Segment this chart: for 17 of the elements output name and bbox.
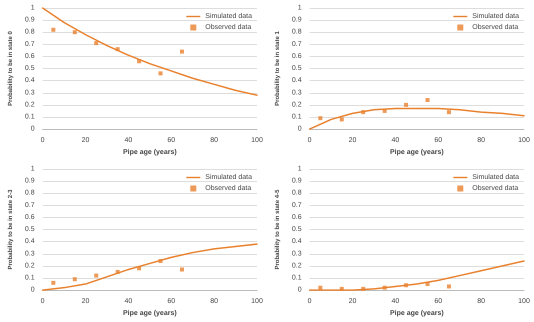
point [72,30,77,34]
point [446,110,451,114]
line-series [308,260,525,291]
point [51,280,56,285]
point [158,71,163,76]
point [94,274,98,278]
line-series [42,7,258,96]
point [72,277,77,282]
point [426,98,430,102]
point [94,41,98,46]
point [180,268,184,272]
point [404,102,408,107]
line-series [42,243,258,291]
point [51,28,56,32]
point [340,117,344,122]
point [318,116,322,120]
point [180,50,184,54]
